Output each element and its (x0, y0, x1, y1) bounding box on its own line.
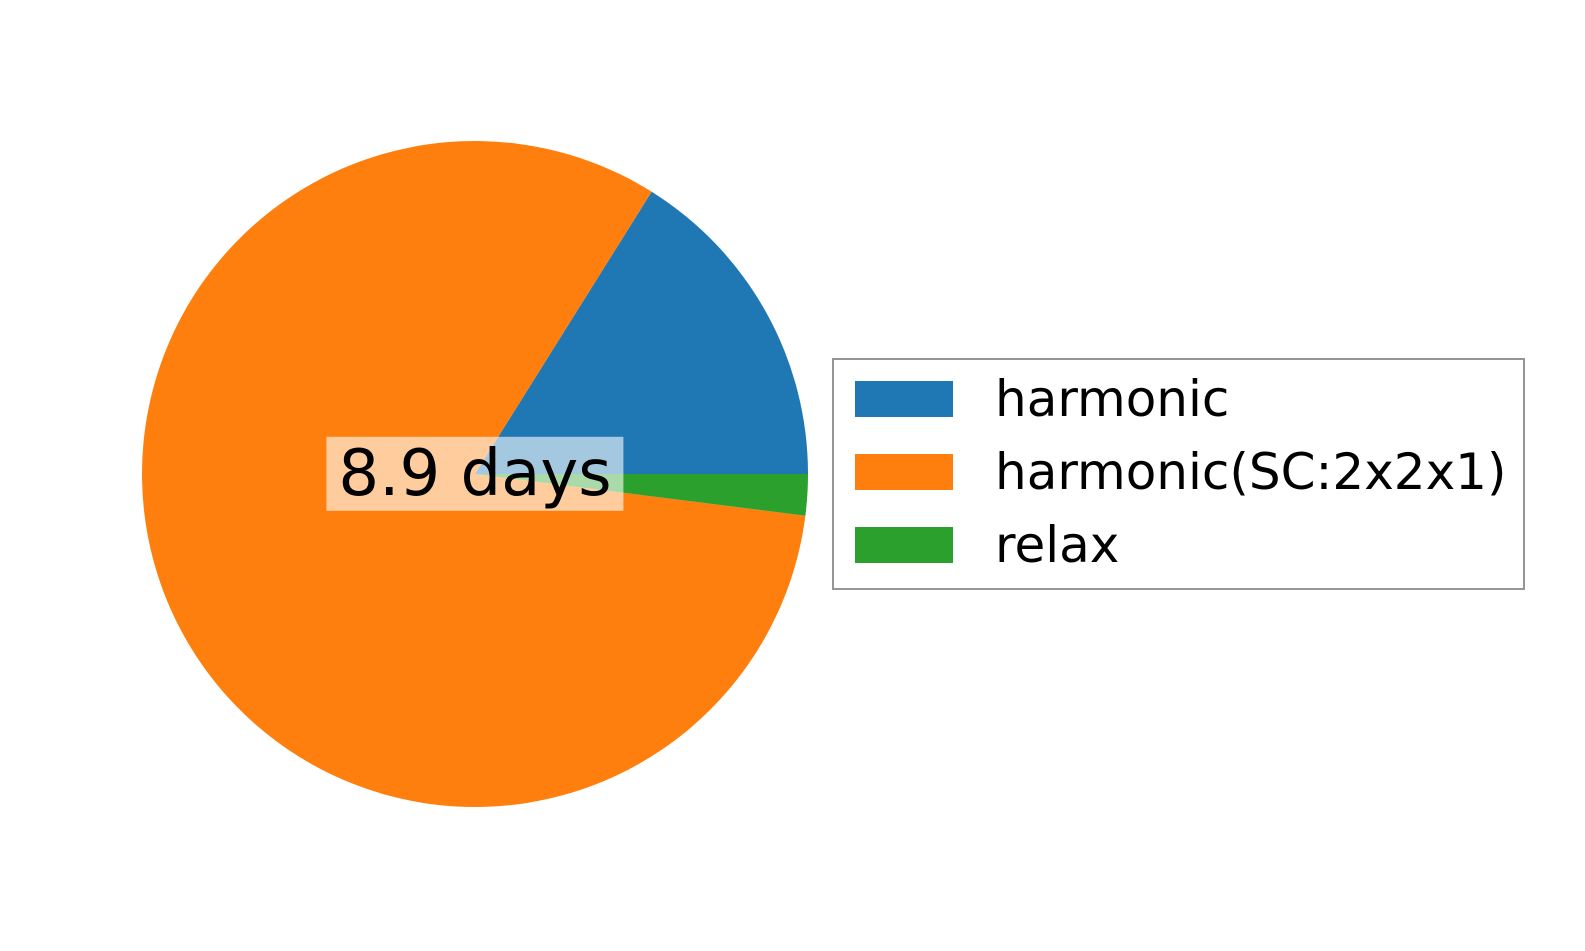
legend-swatch-harmonic (855, 381, 953, 417)
legend-label-harmonic: harmonic (995, 370, 1230, 428)
legend-label-harmonic-sc: harmonic(SC:2x2x1) (995, 443, 1507, 501)
legend-item-harmonic-sc: harmonic(SC:2x2x1) (855, 447, 1523, 497)
legend-swatch-relax (855, 527, 953, 563)
legend-label-relax: relax (995, 516, 1120, 574)
pie-center-label: 8.9 days (326, 436, 624, 512)
pie-slice-0 (475, 191, 808, 474)
legend-item-harmonic: harmonic (855, 374, 1523, 424)
legend: harmonic harmonic(SC:2x2x1) relax (832, 358, 1525, 590)
legend-swatch-harmonic-sc (855, 454, 953, 490)
legend-item-relax: relax (855, 520, 1523, 570)
